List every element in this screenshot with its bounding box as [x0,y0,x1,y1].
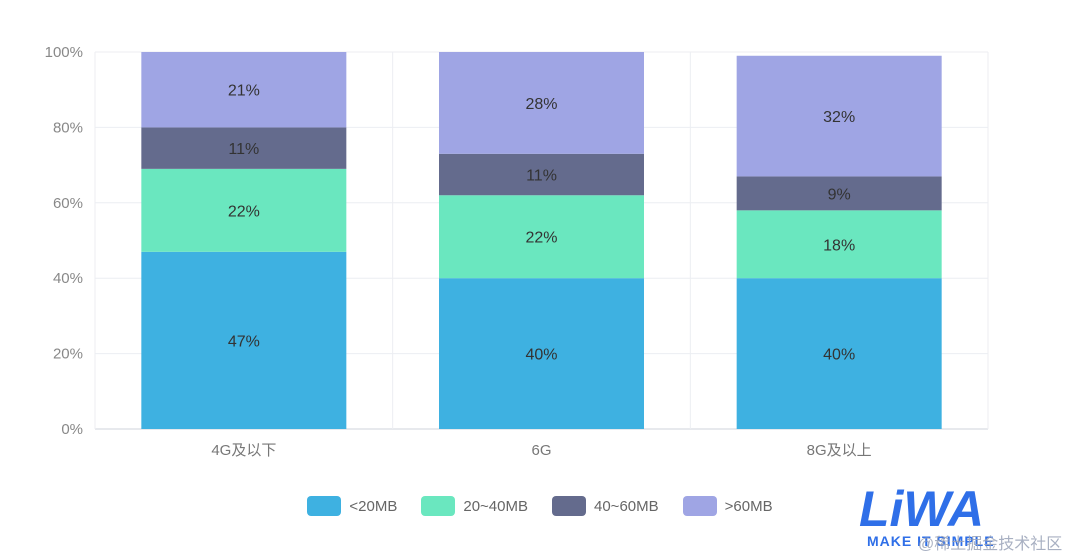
bar-segment [141,52,347,128]
data-label: 18% [823,237,855,254]
legend-item: >60MB [682,496,773,516]
legend-label: 20~40MB [463,497,528,515]
data-label: 22% [525,230,557,247]
y-tick-label: 60% [53,195,83,212]
data-label: 9% [828,186,851,203]
legend-item: 20~40MB [421,496,528,516]
y-tick-label: 40% [53,270,83,287]
bar-segment [736,210,942,279]
bar-segment [736,55,942,177]
stacked-bar-chart: 0% 20% 40% 60% 80% 100% 47% 22% 11% 21% 40% 22% 11%… [45,44,989,459]
legend-swatch [307,496,342,516]
data-label: 11% [526,168,557,185]
bar-segment [439,278,644,429]
x-axis: 4G及以下 6G 8G及以上 [211,442,871,459]
data-label: 40% [525,347,557,364]
legend-item: <20MB [307,496,397,516]
watermark: @稀土掘金技术社区 [918,536,1063,553]
logo-brand: LiWA [859,482,984,537]
data-label: 11% [228,141,259,158]
bar-segment [439,52,644,154]
legend-label: >60MB [724,497,773,515]
data-label: 47% [228,333,260,350]
bar-segment [141,168,347,252]
y-tick-label: 100% [45,44,83,61]
legend-item: 40~60MB [552,496,659,516]
logo-tagline: MAKE IT SIMPLE [867,533,995,549]
y-axis: 0% 20% 40% 60% 80% 100% [45,44,83,438]
data-label: 32% [823,109,855,126]
legend-label: 40~60MB [594,497,659,515]
y-tick-label: 20% [53,346,83,363]
y-tick-label: 80% [53,119,83,136]
bars: 47% 22% 11% 21% 40% 22% 11% 28% 40% 18% 9% 32% [141,52,942,429]
bar-segment [439,153,644,196]
bar-segment [141,127,347,169]
data-label: 22% [228,203,260,220]
legend-label: <20MB [349,497,398,515]
liwa-logo: LiWA MAKE IT SIMPLE [859,482,995,549]
x-tick-label: 4G及以下 [211,442,276,459]
bar-segment [736,176,942,211]
legend: <20MB 20~40MB 40~60MB >60MB [0,492,1080,520]
x-tick-label: 8G及以上 [807,442,872,459]
data-label: 21% [228,83,260,100]
legend-swatch [421,496,456,516]
data-label: 40% [823,347,855,364]
bar-segment [736,278,942,429]
x-tick-label: 6G [531,442,551,459]
bar-segment [439,195,644,279]
y-tick-label: 0% [61,421,83,438]
bar-segment [141,251,347,429]
legend-swatch [682,496,717,516]
legend-swatch [552,496,586,516]
data-label: 28% [525,96,557,113]
